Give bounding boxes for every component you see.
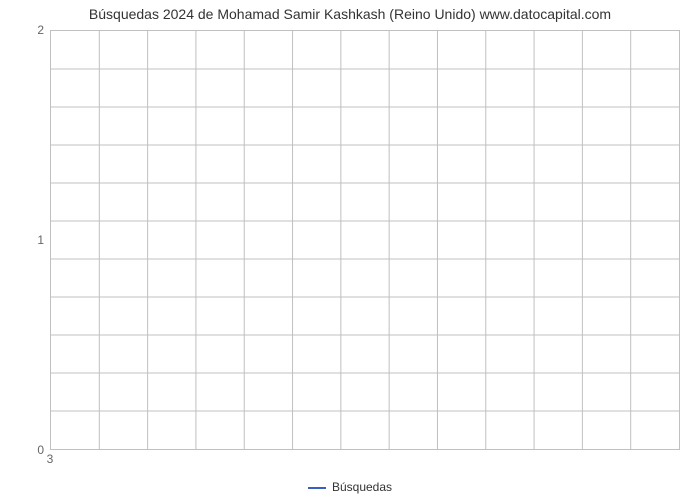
x-tick-label: 3 — [47, 452, 54, 466]
y-tick-label: 0 — [37, 443, 44, 457]
legend-swatch — [308, 487, 326, 489]
legend-label: Búsquedas — [332, 480, 392, 494]
legend: Búsquedas — [0, 480, 700, 494]
y-tick-label: 2 — [37, 23, 44, 37]
grid-svg — [51, 31, 679, 449]
chart-title: Búsquedas 2024 de Mohamad Samir Kashkash… — [0, 0, 700, 24]
plot-area — [50, 30, 680, 450]
y-tick-label: 1 — [37, 233, 44, 247]
